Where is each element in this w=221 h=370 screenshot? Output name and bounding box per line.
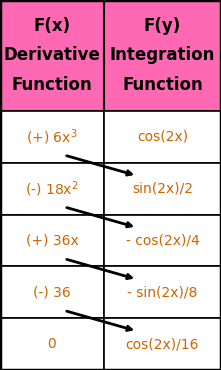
Text: sin(2x)/2: sin(2x)/2: [132, 182, 193, 196]
Text: cos(2x): cos(2x): [137, 130, 188, 144]
Text: Function: Function: [11, 76, 92, 94]
Bar: [104, 215, 221, 266]
Bar: [104, 318, 221, 370]
Bar: [0, 318, 104, 370]
Text: Integration: Integration: [110, 47, 215, 64]
Bar: [0, 266, 104, 318]
Bar: [104, 111, 221, 163]
Text: (+) 36x: (+) 36x: [26, 233, 78, 248]
Bar: [0, 111, 104, 163]
Text: cos(2x)/16: cos(2x)/16: [126, 337, 199, 351]
Text: 0: 0: [48, 337, 56, 351]
Text: (-) 18x$^2$: (-) 18x$^2$: [25, 179, 79, 198]
Text: Function: Function: [122, 76, 203, 94]
Text: F(x): F(x): [33, 17, 70, 35]
Text: (+) 6x$^3$: (+) 6x$^3$: [26, 127, 78, 147]
Bar: [0, 0, 221, 111]
Bar: [104, 163, 221, 215]
Bar: [104, 266, 221, 318]
Text: - sin(2x)/8: - sin(2x)/8: [127, 285, 198, 299]
Bar: [0, 163, 104, 215]
Text: F(y): F(y): [144, 17, 181, 35]
Text: Derivative: Derivative: [4, 47, 100, 64]
Bar: [0, 215, 104, 266]
Text: - cos(2x)/4: - cos(2x)/4: [126, 233, 199, 248]
Text: (-) 36: (-) 36: [33, 285, 71, 299]
